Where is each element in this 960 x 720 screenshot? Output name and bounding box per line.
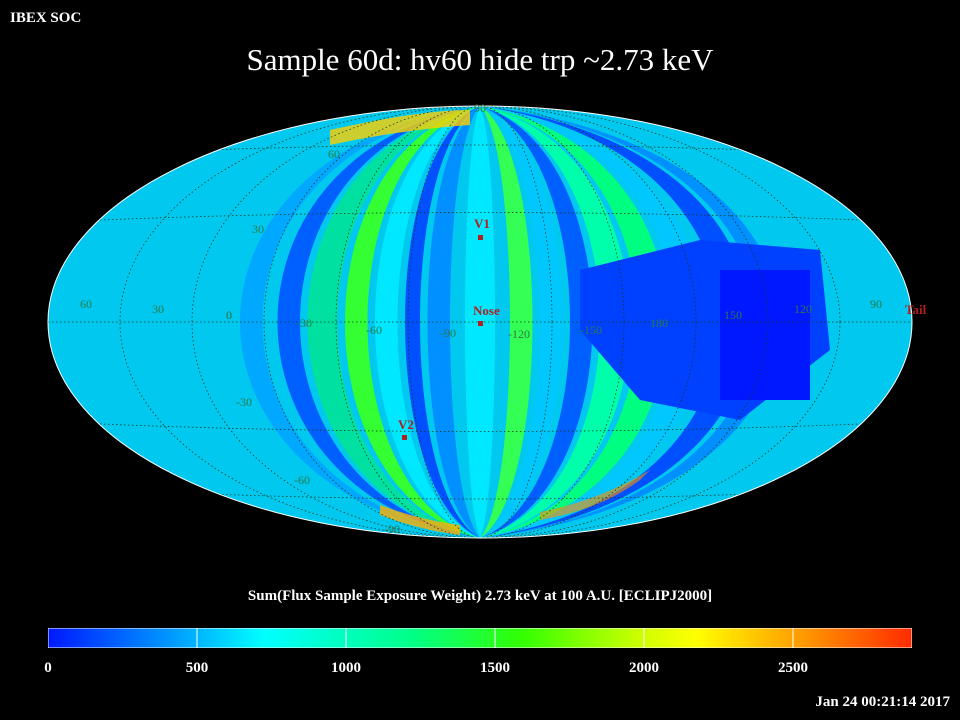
colorbar [48,628,912,648]
marker-v1-dot [478,235,483,240]
lat-label: 60 [328,147,340,161]
colorbar-tick: 500 [185,660,209,676]
lon-label: -150 [580,323,602,337]
marker-nose-dot [478,321,483,326]
longitude-labels: 60 30 0 -30 -60 -90 -120 -150 180 150 12… [80,297,882,341]
marker-v1-label: V1 [474,216,490,231]
lon-label: 60 [80,297,92,311]
timestamp: Jan 24 00:21:14 2017 [815,694,950,710]
colorbar-tick: 2500 [778,660,808,676]
colorbar-tick: 1500 [480,660,510,676]
colorbar-title: Sum(Flux Sample Exposure Weight) 2.73 ke… [247,588,713,604]
marker-nose-label: Nose [473,303,500,318]
lon-label: -90 [440,326,456,340]
lon-label: 90 [870,297,882,311]
page-title: Sample 60d: hv60 hide trp ~2.73 keV [246,42,714,77]
lon-label: 180 [650,316,668,330]
graticule [48,106,912,538]
lat-label: -60 [294,473,310,487]
lon-label: -30 [296,316,312,330]
colorbar-tick: 1000 [331,660,361,676]
map-outline [47,105,913,539]
lat-label: 90 [474,101,486,115]
latitude-labels: 90 60 30 0 -30 -60 -90 [226,101,486,536]
header-label: IBEX SOC [10,10,82,26]
lon-label: 150 [724,308,742,322]
marker-v2-dot [402,435,407,440]
lon-label: 120 [794,302,812,316]
lat-label: -30 [236,395,252,409]
marker-tail-label: Tail [905,302,927,317]
colorbar-tick: 0 [44,660,52,676]
lon-label: -120 [508,327,530,341]
lat-label: 30 [252,222,264,236]
marker-v2-label: V2 [398,417,414,432]
lat-label: -90 [384,522,400,536]
lon-label: 30 [152,302,164,316]
markers: V1 Nose V2 Tail [398,216,927,440]
colorbar-tick: 2000 [629,660,659,676]
lon-label: -60 [366,323,382,337]
lat-label: 0 [226,308,232,322]
lon-label: 0 [226,308,232,322]
sky-map: 90 60 30 0 -30 -60 -90 60 30 0 -30 -60 -… [47,101,927,539]
